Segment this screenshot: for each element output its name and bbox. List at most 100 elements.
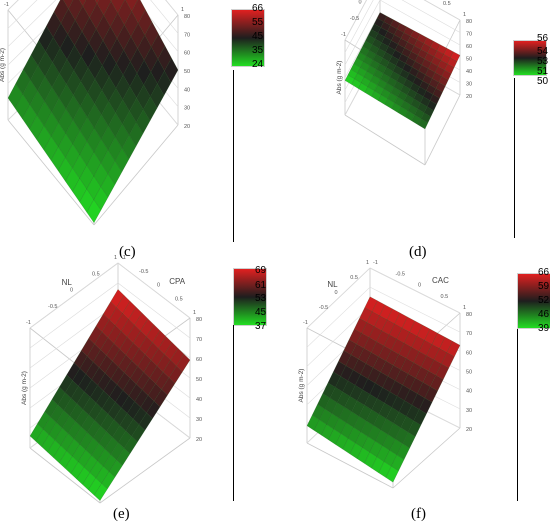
z-axis-label: Abs (g m-2): [298, 369, 305, 403]
z-tick-label: 30: [196, 417, 202, 423]
grid-line: [306, 286, 371, 348]
x-tick-label: -1: [303, 320, 308, 326]
z-tick-label: 20: [466, 427, 472, 433]
panel-label-c: (c): [119, 244, 136, 260]
grid-line: [117, 262, 191, 319]
y-axis-label: CAC: [432, 276, 449, 285]
colorbar-tick: 45: [252, 31, 264, 42]
z-tick-label: 70: [466, 331, 472, 337]
colorbar-tick: 37: [255, 321, 267, 332]
grid-line: [7, 0, 38, 29]
colorbar-c: [231, 9, 265, 67]
x-tick-label: -0.5: [319, 305, 328, 311]
y-tick-label: -0.5: [396, 271, 405, 277]
y-tick-label: -1: [373, 260, 378, 266]
surface-cell: [110, 0, 126, 14]
z-tick-label: 30: [466, 408, 472, 414]
grid-line: [306, 306, 371, 367]
colorbar-tick: 66: [252, 3, 264, 14]
grid-line: [306, 267, 371, 329]
grid-line: [423, 0, 461, 21]
z-tick-label: 80: [466, 312, 472, 318]
z-tick-label: 40: [196, 397, 202, 403]
x-tick-label: 0: [359, 0, 362, 6]
surface-cell: [110, 0, 113, 2]
colorbar-tick: 53: [537, 56, 549, 67]
x-tick-label: 0: [335, 290, 338, 296]
box-edge: [424, 94, 461, 166]
surface-cell: [450, 51, 461, 62]
x-tick-label: 1: [366, 260, 369, 266]
surface-cell: [125, 0, 139, 12]
grid-line: [344, 0, 367, 41]
x-tick-label: -1: [341, 32, 346, 38]
colorbar-tick: 66: [538, 267, 550, 278]
grid-line: [344, 0, 381, 66]
surface-plot-c: 20304050607080-1-0.500.51-1-0.500.51CCHN…: [0, 0, 190, 226]
panel-label-f: (f): [411, 506, 426, 522]
x-tick-label: 1: [114, 255, 117, 261]
x-tick-label: 0.5: [350, 275, 358, 281]
x-tick-label: -0.5: [48, 304, 57, 310]
surface-cell: [63, 0, 74, 10]
z-axis-label: Abs (g m-2): [21, 371, 28, 405]
grid-line: [369, 286, 461, 333]
panel-label-d: (d): [409, 244, 427, 260]
x-tick-label: -1: [26, 320, 31, 326]
z-tick-label: 20: [196, 437, 202, 443]
colorbar-tick: 51: [537, 66, 549, 77]
z-tick-label: 60: [466, 44, 472, 50]
grid-line: [150, 0, 179, 34]
colorbar-f: [517, 273, 550, 329]
x-tick-label: -1: [4, 2, 9, 8]
grid-line: [7, 0, 57, 47]
box-edge: [7, 119, 95, 226]
z-tick-label: 80: [184, 14, 190, 20]
z-tick-label: 80: [466, 19, 472, 25]
z-tick-label: 50: [196, 377, 202, 383]
x-tick-label: 0.5: [92, 271, 100, 277]
y-tick-label: 1: [463, 305, 466, 311]
z-axis-label: Abs (g m-2): [336, 61, 343, 95]
z-tick-label: 60: [196, 357, 202, 363]
surface-plot-e: 20 30 40 50 60 70 80 -1 -0.5 0 0.5 1 -1 -0.5 0 0.5 1 NL CP…: [21, 255, 202, 504]
y-tick-label: 0.5: [175, 296, 183, 302]
box-edge: [93, 124, 179, 226]
panel-e: 20 30 40 50 60 70 80 -1 -0.5 0 0.5 1 -1 -0.5 0 0.5 1 NL CP…: [0, 255, 275, 527]
colorbar-tick: 59: [538, 281, 550, 292]
z-tick-label: 80: [196, 317, 202, 323]
z-tick-label: 20: [466, 94, 472, 100]
z-tick-label: 70: [466, 32, 472, 38]
z-tick-label: 50: [466, 57, 472, 63]
z-tick-label: 30: [184, 106, 190, 112]
colorbar-tick: 50: [537, 76, 549, 87]
y-axis-label: CPA: [169, 277, 186, 286]
colorbar-tick: 24: [252, 59, 264, 70]
panel-label-e: (e): [113, 506, 130, 522]
y-tick-label: -0.5: [139, 269, 148, 275]
z-tick-label: 20: [184, 124, 190, 130]
x-axis-label: NL: [327, 280, 338, 289]
colorbar-tick: 61: [255, 280, 267, 291]
grid-line: [369, 267, 461, 314]
grid-line: [344, 12, 381, 78]
grid-line: [401, 0, 461, 33]
grid-line: [117, 282, 191, 339]
colorbar-tick: 69: [255, 265, 267, 276]
z-tick-label: 40: [184, 87, 190, 93]
surface-cell: [176, 353, 191, 373]
surface-plot-f: 20 30 40 50 60 70 80 -1 -0.5 0 0.5 1 -1 -0.5 0 0.5 1 NL CA…: [298, 260, 472, 489]
divider-line: [517, 329, 518, 501]
x-axis-label: NL: [62, 278, 73, 287]
z-tick-label: 70: [184, 32, 190, 38]
x-tick-label: 0: [70, 288, 73, 294]
z-tick-label: 40: [466, 389, 472, 395]
y-tick-label: 1: [181, 7, 184, 13]
y-tick-label: 1: [463, 12, 466, 18]
colorbar-tick: 56: [537, 33, 549, 44]
z-axis-label: Abs (g m-2): [0, 48, 6, 82]
y-tick-label: 0: [418, 283, 421, 289]
colorbar-d: [513, 40, 547, 76]
z-tick-label: 70: [196, 337, 202, 343]
y-tick-label: 0: [157, 283, 160, 289]
